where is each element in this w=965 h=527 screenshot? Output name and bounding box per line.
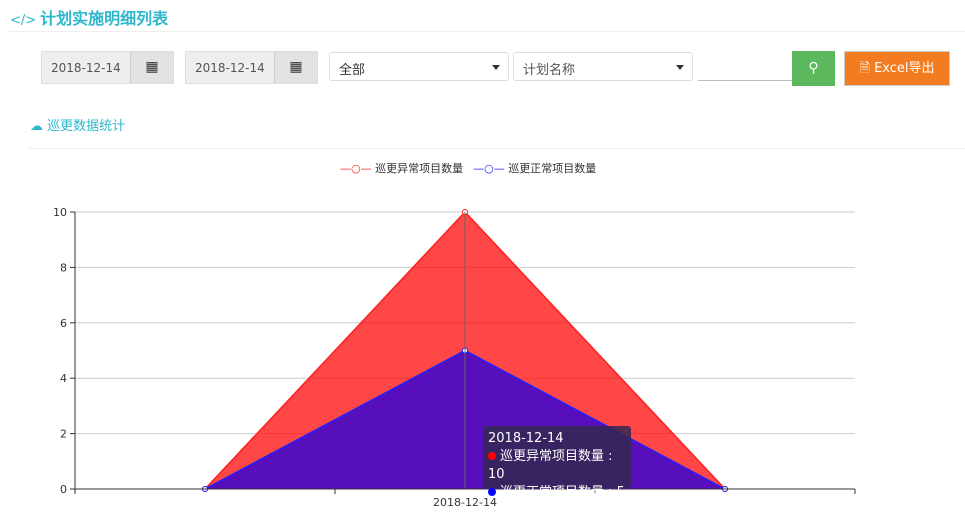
file-excel-icon: 🗎 — [859, 61, 870, 76]
legend-item[interactable]: —○— 巡更异常项目数量 — [340, 162, 463, 175]
page-title: </> 计划实施明细列表 — [10, 5, 168, 29]
y-tick-label: 2 — [60, 428, 67, 441]
series-dot — [488, 452, 496, 460]
y-tick-label: 10 — [53, 206, 67, 219]
tooltip-line: 巡更正常项目数量 : 5 — [488, 484, 626, 502]
tooltip-line-text: 巡更异常项目数量 : 10 — [488, 449, 613, 482]
status-select[interactable]: 全部 — [329, 52, 509, 81]
search-icon: ⚲ — [808, 60, 819, 76]
y-tick-label: 0 — [60, 483, 67, 496]
caret-down-icon — [676, 65, 684, 70]
search-button[interactable]: ⚲ — [792, 51, 835, 86]
export-label: Excel导出 — [874, 61, 935, 76]
calendar-icon[interactable]: ▦ — [130, 52, 173, 83]
caret-down-icon — [492, 65, 500, 70]
start-date-input[interactable]: 2018-12-14 ▦ — [41, 51, 174, 84]
divider — [28, 148, 965, 149]
legend-marker-icon: —○— — [340, 162, 372, 175]
cloud-download-icon: ☁ — [30, 119, 43, 134]
x-tick-label: 2018-12-14 — [433, 496, 497, 509]
chart-tooltip: 2018-12-14 巡更异常项目数量 : 10 巡更正常项目数量 : 5 — [483, 426, 631, 500]
code-icon: </> — [10, 13, 37, 28]
divider — [8, 31, 965, 32]
series-dot — [488, 488, 496, 496]
legend: —○— 巡更异常项目数量 —○— 巡更正常项目数量 — [340, 160, 606, 176]
patrol-stats-link[interactable]: ☁ 巡更数据统计 — [30, 115, 125, 134]
y-tick-label: 6 — [60, 317, 67, 330]
y-tick-label: 8 — [60, 261, 67, 274]
plan-select-value: 计划名称 — [523, 63, 576, 78]
end-date-value: 2018-12-14 — [195, 61, 265, 75]
plan-select[interactable]: 计划名称 — [513, 52, 693, 81]
end-date-input[interactable]: 2018-12-14 ▦ — [185, 51, 318, 84]
keyword-input[interactable] — [698, 56, 792, 81]
tooltip-line-text: 巡更正常项目数量 : 5 — [500, 485, 625, 500]
start-date-value: 2018-12-14 — [51, 61, 121, 75]
legend-marker-icon: —○— — [473, 162, 505, 175]
page-title-text: 计划实施明细列表 — [40, 9, 169, 28]
patrol-stats-label: 巡更数据统计 — [47, 119, 126, 134]
legend-label: 巡更异常项目数量 — [375, 162, 464, 175]
legend-item[interactable]: —○— 巡更正常项目数量 — [473, 162, 596, 175]
excel-export-button[interactable]: 🗎 Excel导出 — [844, 51, 950, 86]
y-tick-label: 4 — [60, 372, 67, 385]
tooltip-title: 2018-12-14 — [488, 431, 564, 446]
status-select-value: 全部 — [339, 63, 366, 78]
tooltip-line: 巡更异常项目数量 : 10 — [488, 448, 626, 484]
legend-label: 巡更正常项目数量 — [508, 162, 597, 175]
calendar-icon[interactable]: ▦ — [274, 52, 317, 83]
